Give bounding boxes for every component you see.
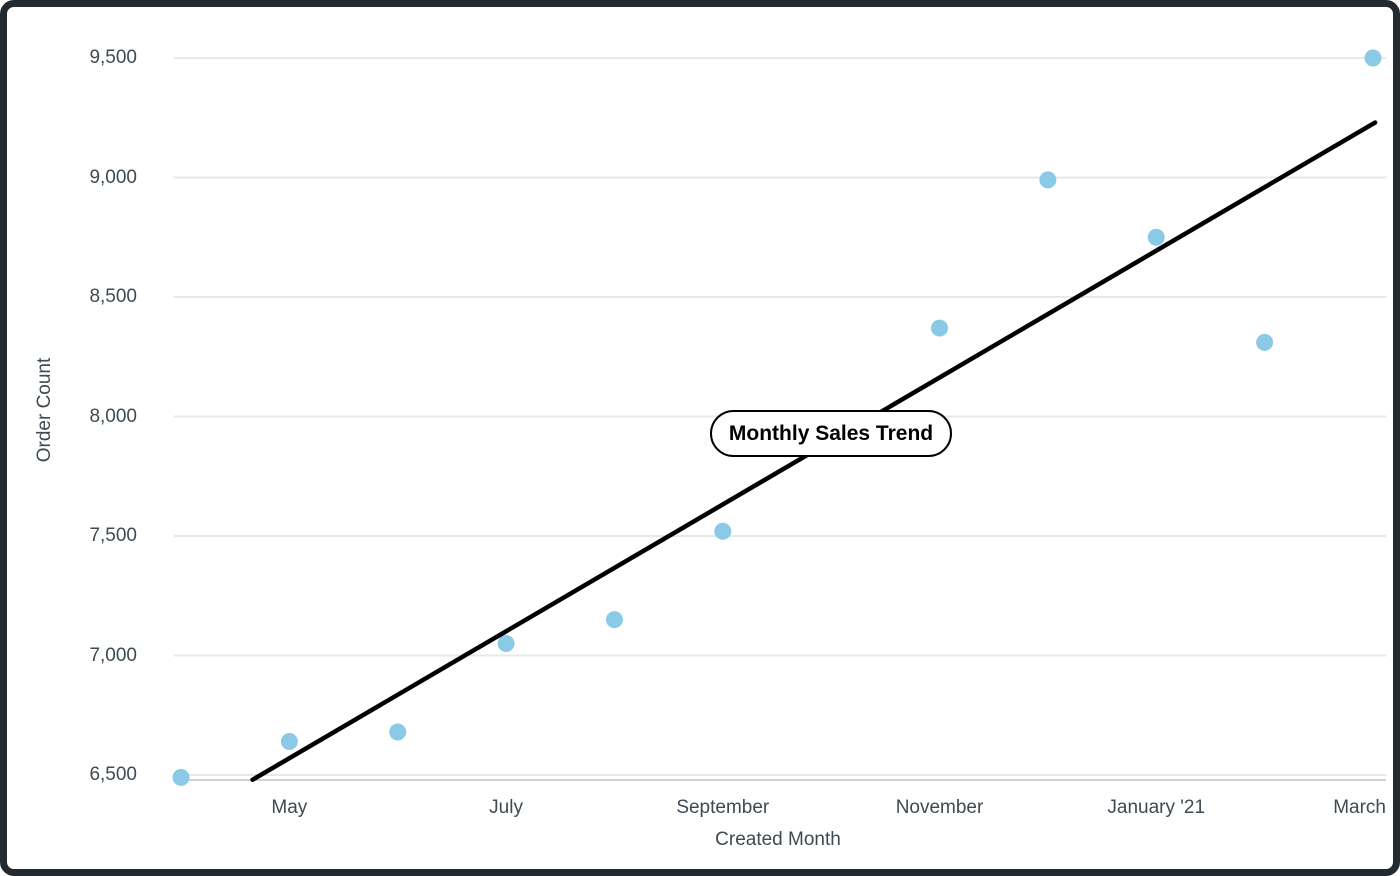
data-point-july[interactable] [497, 635, 515, 653]
data-point-december[interactable] [1039, 171, 1057, 189]
x-tick-label-january-21: January '21 [1107, 797, 1206, 818]
data-point-february[interactable] [1256, 333, 1274, 351]
y-tick-label-6500: 6,500 [89, 764, 137, 785]
y-tick-label-8500: 8,500 [89, 286, 137, 307]
x-tick-label-november: November [895, 797, 984, 818]
data-point-august[interactable] [605, 611, 623, 629]
y-tick-label-7500: 7,500 [89, 525, 137, 546]
y-tick-label-9500: 9,500 [89, 47, 137, 68]
x-tick-label-may: May [271, 797, 308, 818]
x-tick-label-march: March [1333, 797, 1386, 818]
data-point-september[interactable] [714, 522, 732, 540]
x-axis-title: Created Month [715, 829, 841, 850]
x-tick-label-july: July [489, 797, 523, 818]
scatter-chart: 6,500 7,000 7,500 8,000 8,500 9,000 9,500 May J… [7, 7, 1393, 869]
data-point-april[interactable] [172, 768, 190, 786]
y-tick-label-7000: 7,000 [89, 644, 137, 666]
x-tick-label-september: September [676, 797, 770, 818]
data-point-may[interactable] [280, 733, 298, 751]
data-point-january-21[interactable] [1147, 228, 1165, 246]
data-point-march[interactable] [1364, 49, 1382, 67]
chart-title-badge: Monthly Sales Trend [710, 410, 952, 457]
data-point-november[interactable] [931, 319, 949, 337]
y-axis-title: Order Count [34, 357, 55, 463]
data-point-june[interactable] [389, 723, 407, 741]
chart-canvas [172, 49, 1386, 786]
y-tick-label-8000: 8,000 [89, 405, 137, 427]
y-tick-label-9000: 9,000 [89, 166, 137, 188]
